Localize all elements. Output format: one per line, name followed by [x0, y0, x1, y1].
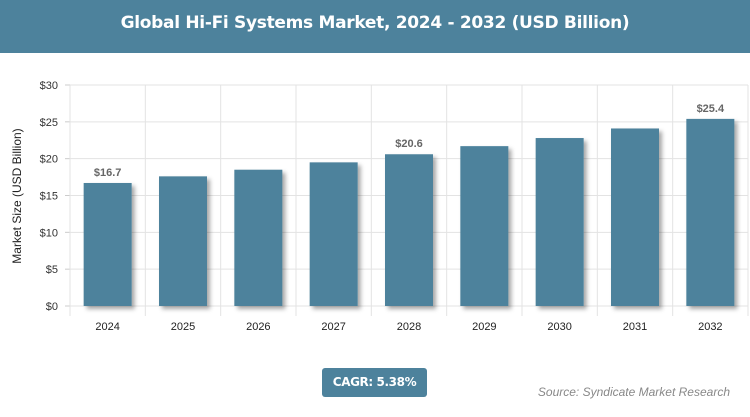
x-tick-label: 2029: [472, 321, 496, 333]
data-label: $16.7: [94, 167, 122, 179]
x-tick-label: 2030: [547, 321, 571, 333]
source-note: Source: Syndicate Market Research: [537, 385, 730, 399]
bar: [83, 182, 132, 306]
y-tick-label: $15: [40, 191, 58, 203]
bar: [234, 169, 283, 306]
bar: [159, 176, 207, 306]
bar: [535, 138, 584, 306]
data-label: $25.4: [697, 103, 725, 115]
bar: [385, 154, 433, 306]
bar: [460, 146, 509, 306]
y-tick-label: $25: [40, 117, 58, 129]
y-tick-label: $20: [40, 154, 58, 166]
chart-title: Global Hi-Fi Systems Market, 2024 - 2032…: [0, 0, 750, 53]
bar: [686, 118, 735, 307]
cagr-badge: CAGR: 5.38%: [322, 368, 427, 397]
bar: [309, 162, 358, 306]
x-tick-label: 2031: [623, 321, 647, 333]
x-tick-label: 2027: [321, 321, 345, 333]
y-tick-label: $10: [40, 227, 58, 239]
x-tick-label: 2025: [171, 321, 195, 333]
y-axis-label: Market Size (USD Billion): [10, 128, 24, 263]
y-tick-label: $0: [46, 301, 58, 313]
bar: [611, 128, 659, 306]
y-tick-label: $5: [46, 264, 58, 276]
x-tick-label: 2026: [246, 321, 270, 333]
x-tick-label: 2028: [397, 321, 421, 333]
x-tick-label: 2024: [95, 321, 119, 333]
y-tick-label: $30: [40, 80, 58, 92]
x-tick-label: 2032: [698, 321, 722, 333]
data-label: $20.6: [395, 138, 423, 150]
